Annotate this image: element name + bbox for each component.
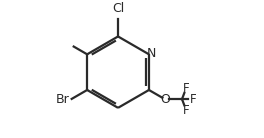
Text: F: F xyxy=(190,93,196,106)
Text: F: F xyxy=(183,82,189,95)
Text: O: O xyxy=(160,93,170,106)
Text: Cl: Cl xyxy=(112,2,124,15)
Text: F: F xyxy=(183,104,189,116)
Text: N: N xyxy=(147,47,156,60)
Text: Br: Br xyxy=(56,93,70,106)
